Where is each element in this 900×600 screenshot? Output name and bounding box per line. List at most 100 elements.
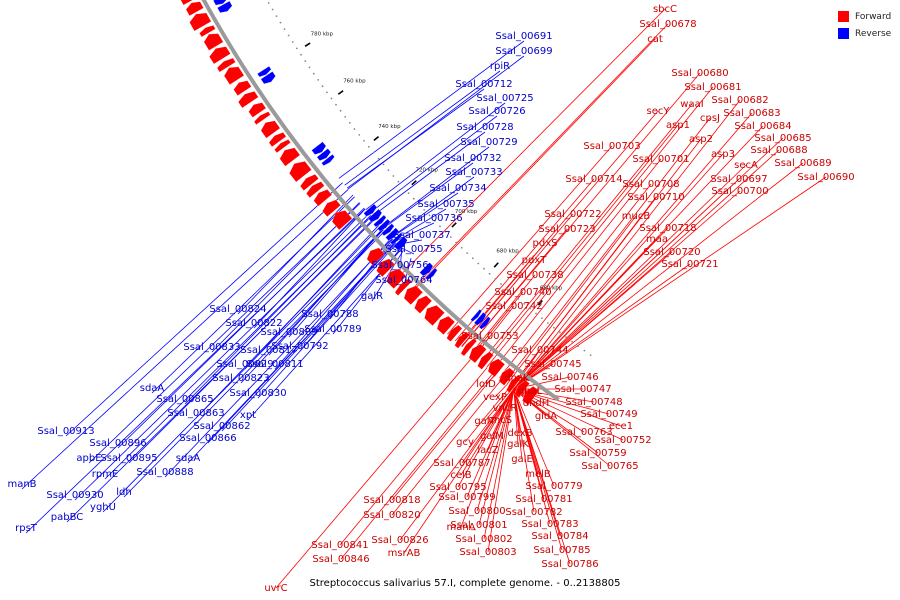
forward-gene-label: Ssal_00708: [622, 179, 679, 190]
forward-gene-label: Ssal_00738: [506, 270, 563, 281]
guide-dot: [517, 298, 520, 300]
guide-dot: [387, 169, 390, 172]
reverse-gene-label: yghU: [90, 502, 116, 513]
label-connector: [513, 238, 658, 390]
genome-backbone: [201, 0, 560, 402]
forward-gene-label: Ssal_00680: [671, 68, 728, 79]
label-connector: [459, 242, 546, 345]
guide-dot: [500, 283, 502, 285]
forward-gene-label: Ssal_00841: [311, 540, 368, 551]
forward-gene-label: asp3: [711, 149, 735, 160]
label-connector: [513, 162, 804, 390]
label-connector: [513, 388, 551, 525]
guide-dot: [483, 267, 485, 270]
forward-gene-label: Ssal_00685: [754, 133, 811, 144]
tick-label: 720 kbp: [415, 167, 438, 173]
reverse-gene-label: Ssal_00736: [405, 213, 462, 224]
reverse-gene: [217, 0, 233, 13]
forward-gene: [233, 80, 252, 96]
forward-gene-label: Ssal_00784: [531, 531, 588, 542]
reverse-gene: [377, 218, 391, 232]
reverse-gene-label: ldh: [116, 487, 131, 498]
label-connector: [447, 145, 613, 335]
guide-dot: [291, 41, 294, 43]
reverse-gene-label: Ssal_00823: [212, 373, 269, 384]
guide-dot: [511, 293, 514, 295]
forward-gene-label: cat: [647, 34, 663, 45]
label-connector: [25, 208, 366, 534]
forward-gene-label: asp1: [666, 120, 690, 131]
guide-dot: [428, 214, 431, 217]
guide-dot: [433, 220, 436, 222]
forward-gene: [522, 386, 540, 406]
forward-gene-label: Ssal_00683: [723, 108, 780, 119]
label-connector: [510, 196, 657, 388]
label-connector: [382, 162, 474, 230]
forward-gene-label: vexP: [483, 392, 507, 403]
forward-gene-label: Ssal_00746: [541, 372, 598, 383]
label-connector: [21, 189, 349, 490]
forward-gene-label: gcy: [456, 437, 474, 448]
forward-gene: [394, 278, 413, 296]
reverse-gene: [260, 71, 276, 85]
label-connector: [513, 263, 691, 390]
reverse-gene: [257, 65, 272, 78]
forward-gene: [322, 199, 341, 218]
forward-gene-label: Ssal_00710: [627, 192, 684, 203]
legend: Forward Reverse: [838, 8, 891, 42]
tick-label: 760 kbp: [343, 78, 366, 84]
reverse-gene: [473, 312, 487, 326]
forward-gene-label: Ssal_00795: [429, 482, 486, 493]
forward-gene-label: Ssal_00752: [594, 435, 651, 446]
label-connector: [403, 388, 515, 554]
guide-dot: [348, 122, 351, 124]
forward-gene-label: Ssal_00803: [459, 547, 516, 558]
guide-dot: [449, 236, 452, 239]
label-connector: [365, 102, 506, 211]
reverse-gene: [316, 148, 331, 161]
forward-gene-label: Ssal_00765: [581, 461, 638, 472]
guide-dot: [267, 2, 270, 4]
forward-gene-label: Ssal_00744: [511, 345, 568, 356]
forward-gene: [414, 295, 433, 314]
guide-dot: [308, 66, 311, 69]
tick-label: 700 kbp: [455, 209, 478, 215]
guide-dot: [279, 21, 282, 24]
forward-gene: [199, 25, 216, 38]
label-connector: [513, 388, 535, 513]
forward-gene-label: cpsJ: [700, 113, 720, 124]
forward-gene-label: dhaK: [504, 373, 530, 384]
guide-dot: [559, 331, 561, 334]
label-connector: [390, 176, 475, 238]
guide-dot: [466, 252, 469, 255]
label-connector: [338, 40, 525, 179]
forward-gene-label: asp2: [689, 134, 713, 145]
forward-gene: [238, 91, 259, 109]
forward-gene-label: Ssal_00742: [485, 301, 542, 312]
forward-gene-label: Ssal_00688: [750, 145, 807, 156]
forward-gene-label: celB: [450, 470, 471, 481]
tick-mark: [304, 42, 311, 48]
forward-gene: [300, 174, 319, 191]
reverse-gene-label: Ssal_00888: [136, 467, 193, 478]
label-connector: [513, 149, 780, 390]
label-connector: [513, 388, 555, 487]
forward-gene-label: dexB: [507, 428, 532, 439]
reverse-gene-label: Ssal_00725: [476, 93, 533, 104]
label-connector: [371, 131, 486, 217]
forward-gene: [376, 258, 396, 278]
forward-gene-label: sbcC: [653, 4, 677, 15]
forward-gene-label: Ssal_00678: [639, 19, 696, 30]
forward-gene-label: secY: [647, 106, 671, 117]
label-connector: [513, 388, 571, 565]
tick-mark: [373, 136, 380, 142]
forward-gene-label: Ssal_00785: [533, 545, 590, 556]
guide-dot: [367, 145, 370, 148]
forward-gene: [279, 147, 301, 167]
tick-label: 740 kbp: [378, 124, 401, 130]
legend-reverse: Reverse: [838, 25, 891, 42]
label-connector: [480, 103, 693, 363]
label-connector: [460, 388, 515, 528]
guide-dot: [326, 91, 328, 94]
